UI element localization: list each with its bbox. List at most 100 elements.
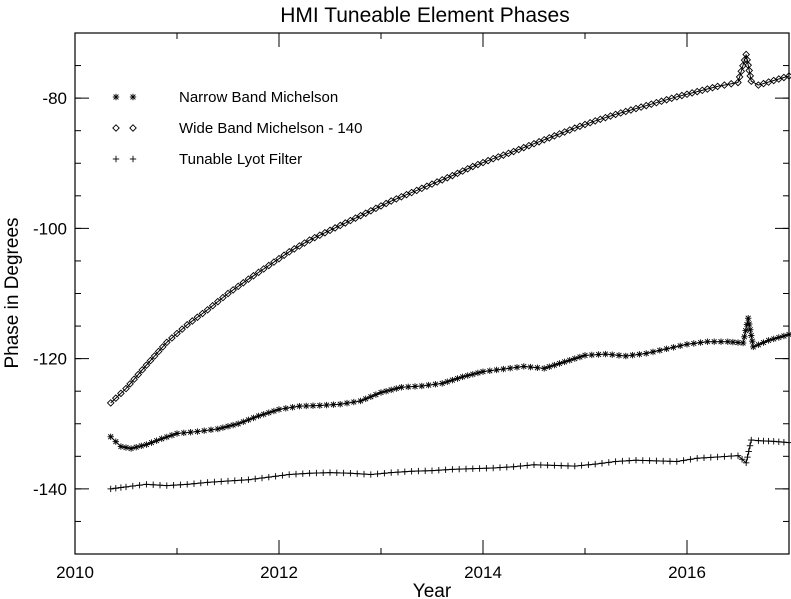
data-point-diamond [474, 160, 482, 169]
data-point-asterisk [214, 425, 221, 433]
data-point-asterisk [201, 427, 208, 434]
data-point-asterisk [734, 339, 742, 346]
data-point-diamond [270, 258, 278, 266]
data-point-asterisk [479, 368, 487, 375]
data-point-diamond [168, 334, 176, 342]
data-point-plus [653, 457, 660, 465]
data-point-plus [564, 462, 572, 470]
data-point-asterisk [367, 393, 374, 400]
data-point-diamond [336, 221, 345, 230]
data-point-asterisk [180, 429, 187, 437]
data-point-asterisk [775, 334, 782, 341]
data-point-plus [107, 485, 114, 493]
data-point-asterisk [303, 402, 310, 410]
data-point-diamond [382, 199, 390, 208]
data-point-plus [632, 457, 640, 464]
data-point-diamond [234, 282, 243, 291]
data-point-diamond [509, 147, 518, 156]
data-point-diamond [213, 297, 222, 306]
data-point-asterisk [742, 327, 749, 334]
plot-frame [74, 32, 790, 555]
data-point-asterisk [449, 376, 456, 384]
data-point-asterisk [382, 387, 390, 395]
data-point-diamond [106, 399, 115, 407]
data-point-asterisk [493, 366, 500, 374]
data-point-asterisk [602, 350, 609, 358]
data-point-asterisk [316, 402, 323, 409]
data-point-plus [639, 457, 646, 464]
data-point-asterisk [350, 398, 357, 406]
data-point-asterisk [240, 418, 247, 425]
x-tick-label: 2012 [260, 563, 298, 582]
data-point-diamond [254, 268, 263, 277]
data-point-diamond [740, 56, 749, 64]
data-point-asterisk [556, 360, 563, 367]
data-point-asterisk [444, 378, 451, 385]
data-point-asterisk [158, 435, 165, 442]
data-point-plus [112, 485, 119, 492]
data-point-asterisk [643, 350, 650, 357]
data-point-asterisk [636, 351, 643, 358]
data-point-plus [340, 469, 347, 477]
data-point-asterisk [309, 402, 317, 409]
data-point-diamond [747, 77, 756, 86]
data-point-plus [585, 461, 592, 468]
data-point-diamond [130, 375, 138, 384]
data-point-diamond [134, 370, 143, 379]
data-point-asterisk [250, 414, 257, 422]
data-point-plus [163, 482, 170, 489]
data-point-plus [279, 472, 286, 479]
data-point-asterisk [747, 326, 754, 333]
data-point-asterisk [418, 382, 425, 390]
data-point-diamond [560, 128, 569, 136]
data-point-diamond [737, 67, 746, 76]
data-point-diamond [356, 211, 365, 220]
data-point-diamond [565, 126, 574, 134]
data-point-asterisk [107, 433, 114, 440]
data-point-asterisk [127, 445, 135, 452]
data-point-plus [286, 471, 293, 478]
data-point-diamond [112, 124, 120, 132]
data-point-plus [367, 471, 374, 478]
data-point-asterisk [330, 401, 337, 408]
data-point-asterisk [112, 93, 120, 101]
data-point-asterisk [464, 372, 471, 379]
data-point-plus [170, 481, 177, 489]
data-point-plus [734, 452, 742, 459]
data-point-asterisk [163, 433, 170, 441]
data-point-diamond [183, 320, 192, 329]
data-point-asterisk [289, 404, 296, 411]
data-point-asterisk [739, 339, 747, 347]
data-point-plus [680, 457, 687, 464]
data-point-plus [184, 481, 191, 488]
data-point-plus [571, 462, 578, 470]
data-point-asterisk [750, 343, 757, 351]
data-point-diamond [326, 226, 334, 235]
data-point-asterisk [507, 364, 514, 372]
data-point-diamond [387, 197, 396, 205]
data-point-plus [746, 442, 754, 449]
x-axis-label: Year [413, 581, 452, 599]
data-point-plus [660, 457, 667, 465]
data-point-plus [197, 479, 204, 487]
data-point-asterisk [656, 347, 663, 354]
data-point-plus [503, 463, 510, 471]
data-point-plus [578, 462, 585, 469]
data-point-plus [408, 468, 415, 475]
data-point-diamond [402, 190, 411, 199]
data-point-diamond [519, 143, 528, 152]
data-point-asterisk [474, 369, 482, 377]
data-point-asterisk [500, 365, 507, 373]
data-point-asterisk [520, 363, 527, 370]
data-point-diamond [111, 394, 120, 402]
data-point-asterisk [362, 395, 369, 403]
data-point-plus [517, 462, 524, 470]
data-point-diamond [259, 265, 268, 273]
data-point-asterisk [398, 384, 405, 391]
data-point-plus [537, 461, 544, 469]
data-point-plus [462, 465, 470, 473]
data-point-diamond [154, 347, 163, 356]
data-point-asterisk [357, 397, 364, 405]
data-point-plus [313, 469, 320, 477]
series-line [110, 54, 790, 404]
